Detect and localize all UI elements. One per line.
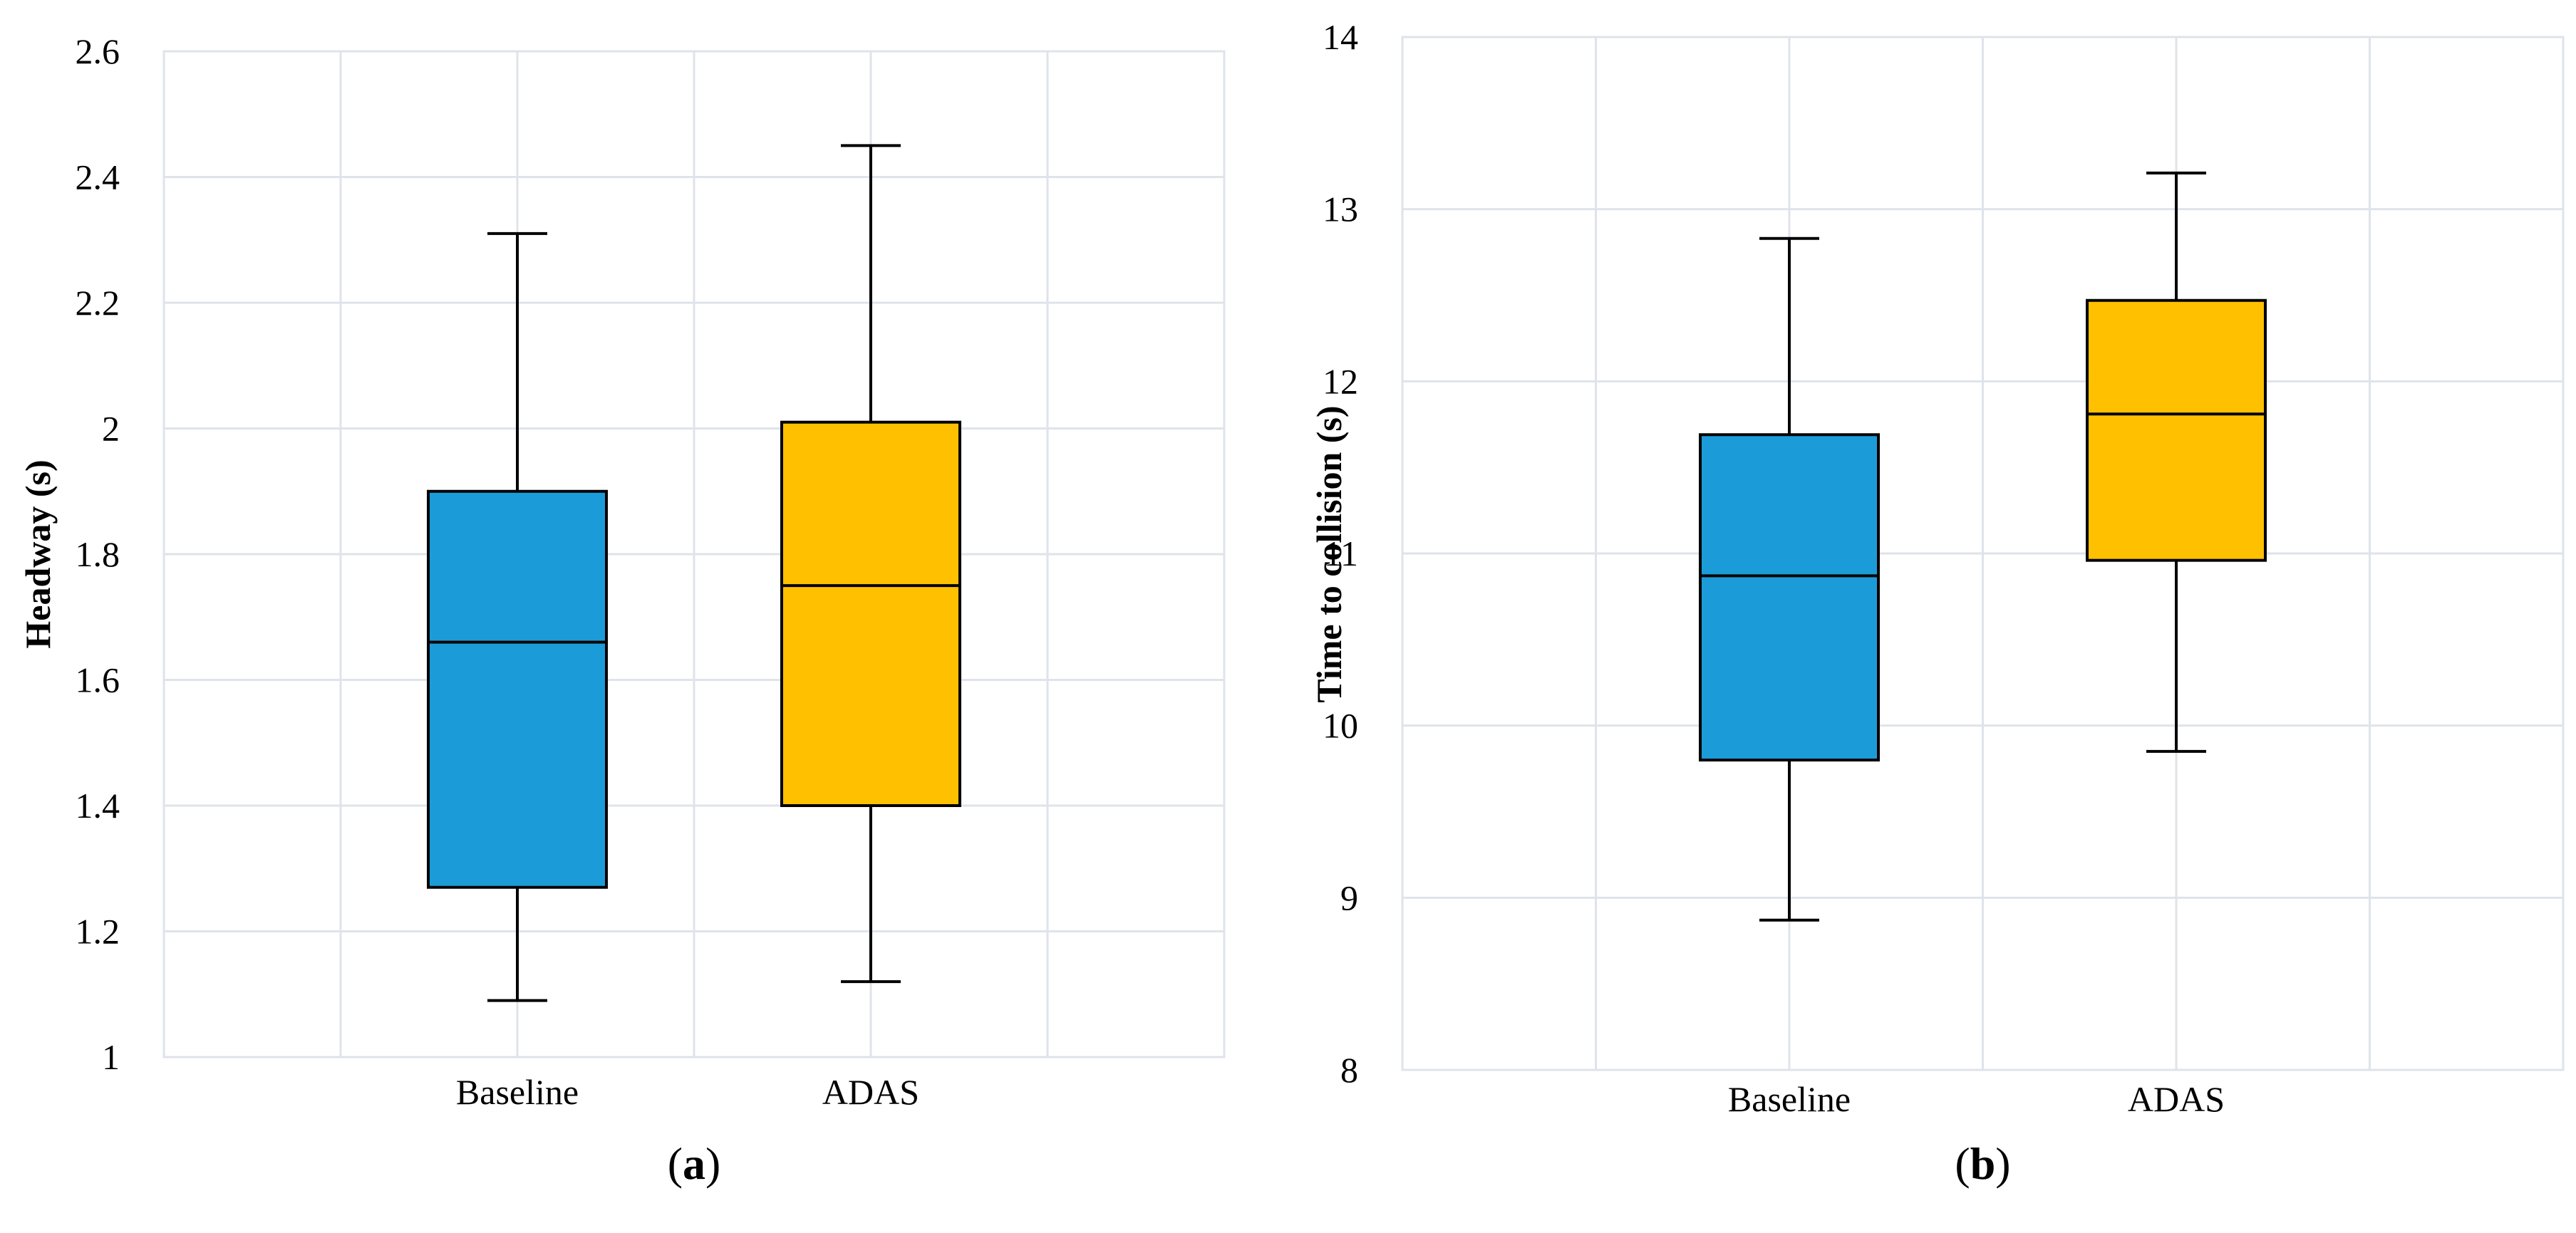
y-tick-label: 1.2 bbox=[76, 912, 120, 952]
box-baseline bbox=[427, 231, 608, 1002]
box-baseline bbox=[1699, 236, 1880, 922]
box-adas bbox=[2086, 171, 2267, 753]
y-axis-title: Time to collision (s) bbox=[1309, 405, 1349, 702]
x-category-label: Baseline bbox=[1728, 1079, 1851, 1119]
panel-label: (b) bbox=[1955, 1138, 2010, 1189]
y-tick-label: 2.4 bbox=[76, 157, 120, 197]
iqr-box bbox=[780, 420, 961, 807]
iqr-box bbox=[1699, 433, 1880, 761]
panel-label-open: ( bbox=[668, 1138, 683, 1189]
panel-label: (a) bbox=[668, 1138, 721, 1189]
y-tick-label: 10 bbox=[1323, 706, 1358, 746]
y-tick-label: 1.8 bbox=[76, 534, 120, 574]
iqr-box bbox=[427, 489, 608, 889]
y-tick-label: 8 bbox=[1340, 1050, 1358, 1090]
x-category-label: ADAS bbox=[822, 1072, 919, 1112]
y-tick-label: 14 bbox=[1323, 17, 1358, 57]
panel-label-close: ) bbox=[1995, 1138, 2010, 1189]
box-adas bbox=[780, 144, 961, 984]
y-tick-label: 13 bbox=[1323, 189, 1358, 229]
y-tick-label: 2 bbox=[102, 409, 120, 449]
panel-label-open: ( bbox=[1955, 1138, 1970, 1189]
y-tick-label: 1.4 bbox=[76, 786, 120, 826]
x-category-label: Baseline bbox=[456, 1072, 579, 1112]
x-category-label: ADAS bbox=[2128, 1079, 2225, 1119]
panel-label-close: ) bbox=[705, 1138, 720, 1189]
y-axis-title: Headway (s) bbox=[18, 459, 58, 648]
y-tick-label: 9 bbox=[1340, 878, 1358, 917]
panel-label-letter: a bbox=[683, 1138, 705, 1189]
y-tick-label: 2.2 bbox=[76, 283, 120, 323]
iqr-box bbox=[2086, 298, 2267, 562]
y-tick-label: 12 bbox=[1323, 361, 1358, 401]
panel-b-time-to-collision: 8 9 10 11 12 13 14 Time to collision (s) Baselin… bbox=[1309, 17, 2565, 1189]
panel-label-letter: b bbox=[1970, 1138, 1996, 1189]
y-tick-label: 1 bbox=[102, 1037, 120, 1077]
y-tick-label: 2.6 bbox=[76, 31, 120, 71]
y-tick-label: 11 bbox=[1324, 534, 1358, 573]
panel-a-headway: 1 1.2 1.4 1.6 1.8 2 2.2 2.4 2.6 Headway (s) Baseli… bbox=[18, 31, 1226, 1189]
y-tick-label: 1.6 bbox=[76, 660, 120, 700]
